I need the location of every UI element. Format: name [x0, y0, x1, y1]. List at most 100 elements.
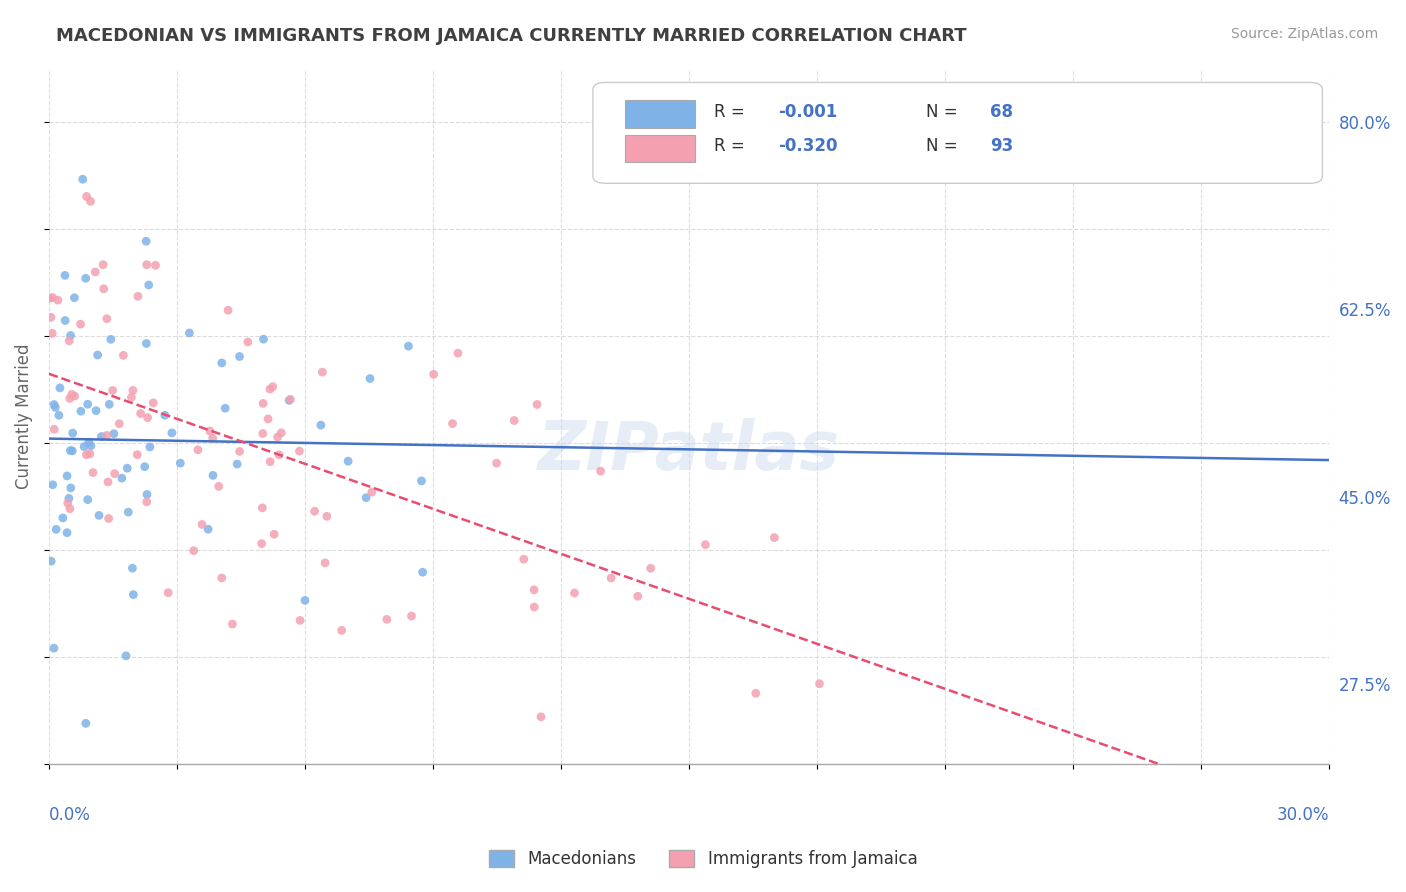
- Point: [121, 561, 143, 575]
- Point: [76, 492, 98, 507]
- Point: [262, 379, 284, 393]
- Point: [640, 561, 662, 575]
- Point: [136, 410, 159, 425]
- Point: [42, 398, 65, 412]
- Point: [79, 447, 101, 461]
- Point: [526, 397, 548, 411]
- Point: [267, 448, 290, 462]
- Point: [221, 617, 243, 632]
- Point: [44, 422, 66, 436]
- Point: [294, 593, 316, 607]
- Point: [53, 268, 76, 283]
- Point: [115, 648, 138, 663]
- Point: [250, 536, 273, 550]
- Point: [523, 600, 546, 615]
- Point: [82, 466, 104, 480]
- Point: [228, 350, 250, 364]
- FancyBboxPatch shape: [593, 82, 1323, 184]
- Point: [59, 392, 82, 406]
- Point: [75, 716, 97, 731]
- Point: [263, 527, 285, 541]
- Point: [87, 508, 110, 523]
- Point: [86, 348, 108, 362]
- Text: 0.0%: 0.0%: [49, 806, 91, 824]
- Point: [142, 396, 165, 410]
- Point: [39, 291, 62, 305]
- Point: [236, 334, 259, 349]
- Point: [108, 417, 131, 431]
- Point: [136, 487, 159, 501]
- Point: [145, 259, 167, 273]
- Point: [135, 258, 157, 272]
- Point: [375, 612, 398, 626]
- Point: [198, 424, 221, 438]
- Point: [41, 326, 63, 341]
- Point: [226, 457, 249, 471]
- Point: [360, 485, 382, 500]
- Point: [84, 265, 107, 279]
- Point: [745, 686, 768, 700]
- Point: [52, 511, 75, 525]
- Point: [75, 448, 97, 462]
- Point: [70, 404, 93, 418]
- Point: [46, 293, 69, 308]
- Point: [138, 277, 160, 292]
- Text: 68: 68: [990, 103, 1012, 120]
- Point: [59, 443, 82, 458]
- Point: [58, 334, 80, 348]
- Point: [100, 332, 122, 346]
- Point: [422, 368, 444, 382]
- Point: [259, 382, 281, 396]
- Point: [252, 426, 274, 441]
- Point: [179, 326, 201, 340]
- Point: [191, 517, 214, 532]
- Point: [41, 477, 63, 491]
- Point: [75, 271, 97, 285]
- Point: [59, 328, 82, 343]
- Point: [39, 310, 62, 325]
- Point: [530, 710, 553, 724]
- Text: MACEDONIAN VS IMMIGRANTS FROM JAMAICA CURRENTLY MARRIED CORRELATION CHART: MACEDONIAN VS IMMIGRANTS FROM JAMAICA CU…: [56, 27, 967, 45]
- Point: [129, 407, 152, 421]
- Point: [330, 624, 353, 638]
- Point: [763, 531, 786, 545]
- Point: [627, 589, 650, 603]
- Point: [73, 440, 96, 454]
- Point: [401, 609, 423, 624]
- Point: [77, 435, 100, 450]
- Point: [97, 475, 120, 489]
- Point: [412, 566, 434, 580]
- Point: [441, 417, 464, 431]
- Point: [201, 468, 224, 483]
- Point: [98, 397, 121, 411]
- Point: [76, 189, 98, 203]
- Point: [112, 348, 135, 362]
- Text: 30.0%: 30.0%: [1277, 806, 1329, 824]
- Point: [280, 392, 302, 407]
- Point: [59, 481, 82, 495]
- Point: [211, 571, 233, 585]
- Text: 93: 93: [990, 137, 1012, 155]
- Point: [72, 172, 94, 186]
- Point: [59, 501, 82, 516]
- Point: [311, 365, 333, 379]
- Point: [252, 500, 274, 515]
- Point: [228, 444, 250, 458]
- Point: [252, 396, 274, 410]
- Point: [304, 504, 326, 518]
- Point: [315, 509, 337, 524]
- Point: [208, 479, 231, 493]
- Point: [564, 586, 586, 600]
- Point: [135, 336, 157, 351]
- Point: [76, 397, 98, 411]
- Point: [58, 491, 80, 506]
- Point: [485, 456, 508, 470]
- FancyBboxPatch shape: [624, 100, 696, 128]
- Text: N =: N =: [925, 103, 963, 120]
- Point: [104, 467, 127, 481]
- Point: [447, 346, 470, 360]
- Point: [160, 425, 183, 440]
- Point: [121, 390, 143, 404]
- Point: [211, 356, 233, 370]
- Point: [139, 440, 162, 454]
